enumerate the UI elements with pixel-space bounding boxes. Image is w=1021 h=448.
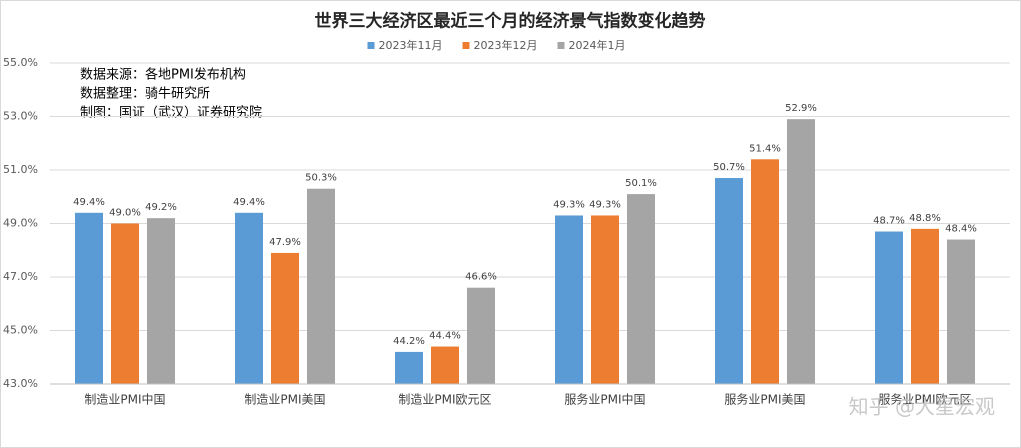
legend-swatch — [462, 42, 470, 49]
bar — [235, 212, 263, 384]
bar — [467, 287, 495, 384]
legend-label: 2023年11月 — [379, 38, 443, 52]
value-label: 49.3% — [589, 199, 621, 210]
x-tick-label: 制造业PMI美国 — [244, 393, 325, 407]
value-label: 52.9% — [785, 103, 817, 114]
y-tick-label: 43.0% — [3, 377, 38, 390]
value-label: 48.7% — [873, 216, 905, 227]
value-label: 48.8% — [909, 213, 941, 224]
y-tick-label: 51.0% — [3, 163, 38, 176]
bar — [911, 228, 939, 384]
annotation: 数据来源：各地PMI发布机构 — [80, 67, 246, 83]
bar — [307, 188, 335, 384]
bar — [395, 351, 423, 384]
value-label: 50.1% — [625, 178, 657, 189]
y-tick-label: 45.0% — [3, 324, 38, 337]
value-label: 49.0% — [109, 208, 141, 219]
value-label: 50.7% — [713, 162, 745, 173]
value-label: 47.9% — [269, 237, 301, 248]
value-label: 51.4% — [749, 143, 781, 154]
bar — [627, 194, 655, 384]
bar — [147, 218, 175, 384]
y-tick-label: 55.0% — [3, 56, 38, 69]
annotation: 制图：国证（武汉）证券研究院 — [80, 105, 262, 121]
x-tick-label: 服务业PMI欧元区 — [878, 392, 971, 407]
value-label: 48.4% — [945, 224, 977, 235]
legend-swatch — [367, 42, 375, 49]
chart-title: 世界三大经济区最近三个月的经济景气指数变化趋势 — [315, 11, 706, 32]
x-tick-label: 制造业PMI欧元区 — [398, 393, 491, 407]
x-tick-label: 制造业PMI中国 — [84, 392, 165, 407]
value-label: 44.4% — [429, 331, 461, 342]
legend-label: 2024年1月 — [569, 38, 626, 52]
y-tick-label: 47.0% — [3, 270, 38, 283]
bar — [715, 178, 743, 384]
value-label: 49.4% — [233, 197, 265, 208]
y-tick-label: 53.0% — [3, 110, 38, 123]
bar — [947, 239, 975, 384]
bar — [555, 215, 583, 384]
value-label: 49.3% — [553, 199, 585, 210]
bar — [75, 212, 103, 384]
bar — [875, 231, 903, 384]
watermark: 知乎 @大星宏观 — [849, 395, 995, 419]
value-label: 46.6% — [465, 272, 497, 283]
bar — [431, 346, 459, 384]
x-tick-label: 服务业PMI美国 — [724, 392, 805, 407]
bar — [111, 223, 139, 384]
bar — [787, 119, 815, 385]
value-label: 50.3% — [305, 173, 337, 184]
legend-label: 2023年12月 — [474, 38, 538, 52]
legend-swatch — [557, 42, 565, 49]
value-label: 44.2% — [393, 336, 425, 347]
bar — [751, 159, 779, 384]
bar — [271, 252, 299, 384]
x-tick-label: 服务业PMI中国 — [564, 392, 645, 407]
annotation: 数据整理：骑牛研究所 — [80, 87, 210, 102]
value-label: 49.4% — [73, 197, 105, 208]
value-label: 49.2% — [145, 202, 177, 213]
bar — [591, 215, 619, 384]
y-tick-label: 49.0% — [3, 217, 38, 230]
